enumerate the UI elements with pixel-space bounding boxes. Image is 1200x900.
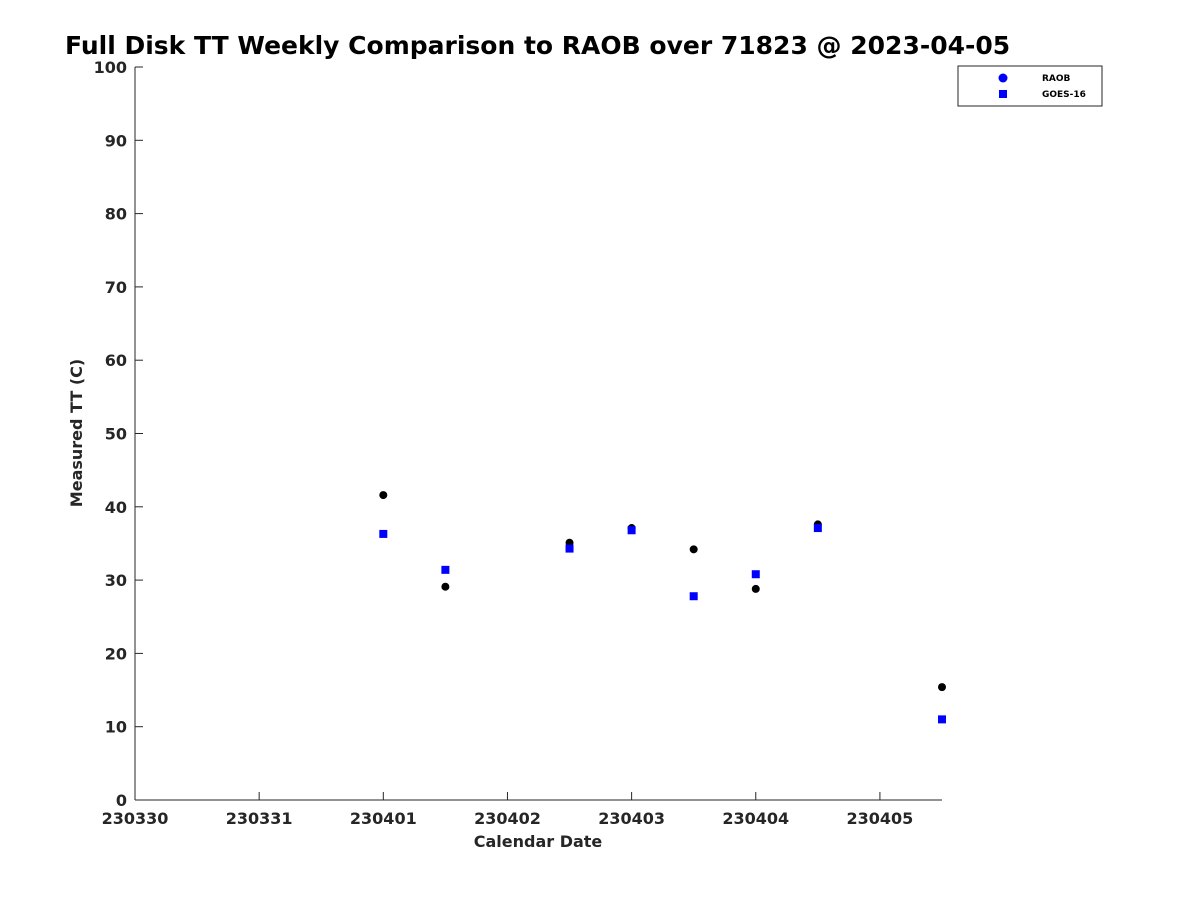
y-tick-label: 90: [105, 131, 127, 150]
y-tick-label: 80: [105, 205, 127, 224]
chart-title: Full Disk TT Weekly Comparison to RAOB o…: [65, 31, 1010, 60]
goes-16-point: [441, 565, 450, 574]
y-tick-label: 20: [105, 644, 127, 663]
x-axis-label: Calendar Date: [474, 832, 603, 851]
y-tick-label: 50: [105, 425, 127, 444]
raob-point: [689, 545, 698, 554]
y-tick-label: 10: [105, 718, 127, 737]
data-markers: [379, 491, 946, 724]
legend-raob-marker: [998, 73, 1008, 83]
y-tick-label: 70: [105, 278, 127, 297]
y-tick-label: 60: [105, 351, 127, 370]
goes-16-point: [565, 544, 574, 553]
y-tick-label: 100: [94, 58, 127, 77]
goes-16-point: [627, 526, 636, 535]
x-tick-label: 230405: [847, 809, 914, 828]
goes-16-point: [689, 592, 698, 601]
x-tick-label: 230401: [350, 809, 417, 828]
legend-goes-16-label: GOES-16: [1042, 90, 1086, 100]
x-tick-label: 230331: [226, 809, 293, 828]
raob-point: [751, 584, 760, 593]
goes-16-point: [813, 524, 822, 533]
y-tick-label: 40: [105, 498, 127, 517]
x-tick-label: 230330: [102, 809, 169, 828]
y-ticks: 0 10 20 30 40 50 60 70 80 90 100: [94, 58, 143, 810]
legend: RAOB GOES-16: [957, 65, 1103, 107]
x-ticks: 230330 230331 230401 230402 230403 230404 2304…: [102, 792, 914, 828]
legend-raob-label: RAOB: [1042, 74, 1071, 84]
x-tick-label: 230404: [722, 809, 789, 828]
legend-goes-16-marker: [999, 90, 1007, 98]
y-tick-label: 0: [116, 791, 127, 810]
raob-point: [379, 491, 388, 500]
goes-16-point: [751, 570, 760, 579]
plot-area: 0 10 20 30 40 50 60 70 80 90 100 230330 230331 23040…: [94, 58, 946, 828]
goes-16-point: [379, 529, 388, 538]
y-tick-label: 30: [105, 571, 127, 590]
goes-16-point: [938, 715, 946, 724]
legend-box: [957, 65, 1103, 107]
y-axis-label: Measured TT (C): [67, 359, 86, 507]
x-tick-label: 230403: [598, 809, 665, 828]
raob-point: [441, 582, 450, 591]
x-tick-label: 230402: [474, 809, 541, 828]
raob-point: [938, 683, 946, 692]
